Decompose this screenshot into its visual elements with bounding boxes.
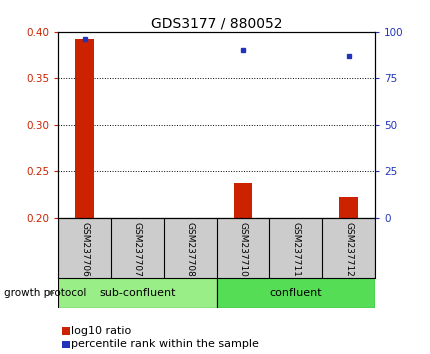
Text: percentile rank within the sample: percentile rank within the sample <box>71 339 258 349</box>
Bar <box>58 278 216 308</box>
Bar <box>75 39 94 218</box>
Text: GSM237706: GSM237706 <box>80 222 89 277</box>
Text: GSM237710: GSM237710 <box>238 222 247 277</box>
Title: GDS3177 / 880052: GDS3177 / 880052 <box>150 17 282 31</box>
Text: GSM237708: GSM237708 <box>185 222 194 277</box>
FancyArrowPatch shape <box>49 291 53 295</box>
Text: GSM237712: GSM237712 <box>343 222 352 277</box>
Text: growth protocol: growth protocol <box>4 288 86 298</box>
Bar <box>233 183 252 218</box>
Text: GSM237707: GSM237707 <box>132 222 141 277</box>
Text: sub-confluent: sub-confluent <box>99 288 175 298</box>
Text: log10 ratio: log10 ratio <box>71 326 131 336</box>
Bar <box>338 197 357 218</box>
Bar <box>216 278 374 308</box>
Text: GSM237711: GSM237711 <box>291 222 300 277</box>
Text: confluent: confluent <box>269 288 321 298</box>
